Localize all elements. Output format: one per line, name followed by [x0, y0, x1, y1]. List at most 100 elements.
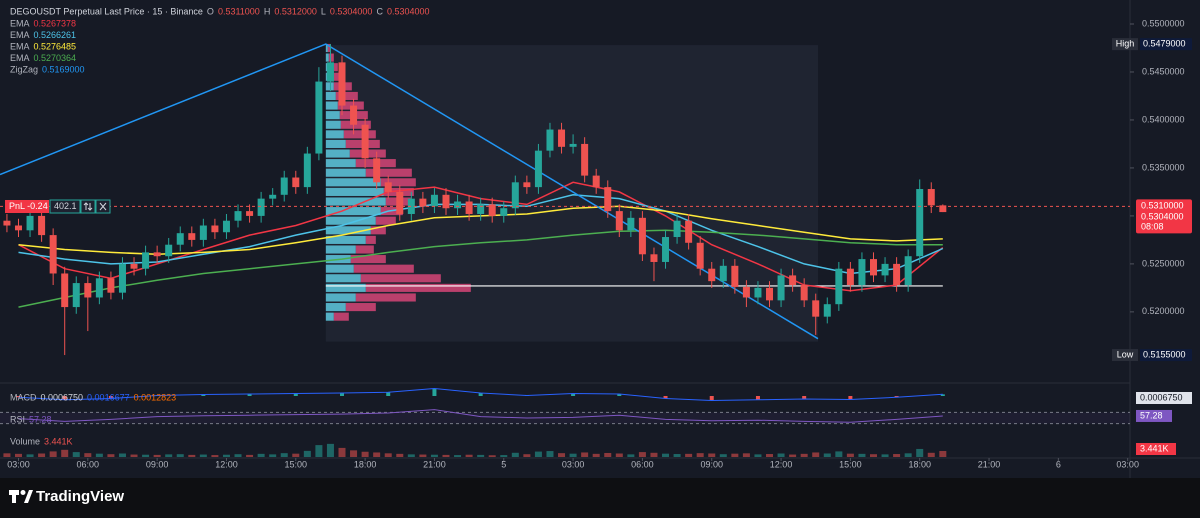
volume-bar	[107, 454, 115, 457]
volume-bar	[153, 454, 161, 457]
volume-bar	[523, 454, 531, 457]
profile-down	[370, 226, 386, 235]
zigzag-line	[0, 43, 819, 340]
marker-box	[1140, 349, 1192, 362]
x-tick-label: 15:00	[839, 459, 862, 469]
volume-bar	[766, 454, 774, 457]
x-tick-label: 5	[501, 459, 506, 469]
volume-bar	[246, 454, 254, 457]
macd-line	[18, 387, 943, 402]
volume-bar	[384, 453, 392, 457]
pnl-reverse-button[interactable]	[80, 199, 96, 214]
volume-bar	[165, 454, 173, 457]
volume-bar	[823, 453, 831, 457]
legend-text: DEGOUSDT Perpetual Last Price · 15 · Bin…	[10, 6, 203, 16]
macd-hist	[894, 396, 899, 398]
volume-bar	[708, 453, 716, 457]
candle-body	[754, 287, 762, 298]
profile-down	[365, 283, 471, 292]
volume-bar	[685, 453, 693, 457]
candle-body	[800, 285, 808, 301]
volume-value-box	[1136, 443, 1176, 455]
candle-body	[454, 201, 462, 209]
macd-hist	[755, 396, 760, 400]
volume-bar	[396, 453, 404, 457]
profile-up	[325, 216, 376, 225]
volume-bar	[534, 451, 542, 457]
legend-text: ZigZag	[10, 64, 38, 74]
volume-bar	[754, 454, 762, 457]
candle-body	[916, 189, 924, 257]
candle-body	[26, 215, 34, 231]
legend-text: 0.5270364	[34, 53, 77, 63]
volume-bar	[292, 453, 300, 457]
macd-hist	[848, 396, 853, 400]
volume-bar	[142, 454, 150, 457]
candle-body	[130, 263, 138, 269]
macd-value: 0.0006750	[1140, 392, 1183, 402]
volume-bar	[199, 454, 207, 457]
x-tick-label: 18:00	[908, 459, 931, 469]
pnl-qty: 402.1	[54, 201, 77, 211]
profile-up	[325, 187, 384, 196]
macd-hist	[108, 396, 113, 399]
candle-body	[534, 150, 542, 188]
legend-text: 0.5312000	[274, 6, 317, 16]
profile-up	[325, 91, 336, 101]
candle-body	[650, 254, 658, 262]
volume-bar	[373, 452, 381, 457]
profile-down	[343, 130, 376, 139]
macd-hist	[293, 393, 298, 396]
candle-body	[38, 215, 46, 236]
volume-bar	[280, 453, 288, 457]
volume-bar	[430, 454, 438, 457]
candle-body	[234, 211, 242, 221]
profile-up	[325, 120, 341, 129]
ema-line	[18, 229, 943, 308]
macd-hist	[16, 396, 21, 398]
marker-value: 0.5155000	[1143, 349, 1186, 359]
legend-text: 0.5304000	[387, 6, 430, 16]
volume-bar	[719, 454, 727, 457]
legend-text: EMA	[10, 53, 30, 63]
candle-body	[939, 205, 947, 213]
candle-body	[430, 194, 438, 207]
legend-text: 0.5266261	[34, 30, 77, 40]
marker-value: 0.5479000	[1143, 39, 1186, 49]
profile-down	[365, 235, 376, 244]
profile-down	[355, 245, 374, 254]
candle-body	[696, 242, 704, 269]
candle-body	[407, 198, 415, 214]
volume-bar	[500, 455, 508, 457]
profile-up	[325, 293, 356, 302]
candle-body	[165, 244, 173, 257]
legend-text: 0.5267378	[34, 18, 77, 28]
candle-body	[523, 182, 531, 188]
volume-bar	[95, 453, 103, 457]
x-tick-label: 03:00	[1116, 459, 1139, 469]
volume-bar	[742, 453, 750, 457]
candle-body	[199, 225, 207, 240]
macd-hist	[571, 393, 576, 396]
rsi-line	[18, 409, 943, 423]
reverse-icon	[83, 202, 93, 211]
macd-hist	[802, 396, 807, 399]
legend-text: L	[321, 6, 326, 16]
profile-up	[325, 235, 366, 244]
legend-text: EMA	[10, 30, 30, 40]
pnl-box[interactable]	[5, 200, 49, 213]
volume-bar	[581, 452, 589, 457]
profile-up	[325, 178, 381, 187]
last-price-box	[1136, 199, 1192, 234]
volume-bar	[234, 454, 242, 457]
volume-bar	[257, 453, 265, 457]
macd-hist	[478, 393, 483, 396]
profile-up	[325, 168, 366, 177]
candle-body	[569, 143, 577, 147]
x-tick-label: 21:00	[978, 459, 1001, 469]
profile-up	[325, 43, 328, 53]
candle-body	[292, 177, 300, 188]
x-tick-label: 12:00	[215, 459, 238, 469]
volume-bar	[222, 454, 230, 457]
y-tick-label: 0.5450000	[1142, 66, 1185, 76]
